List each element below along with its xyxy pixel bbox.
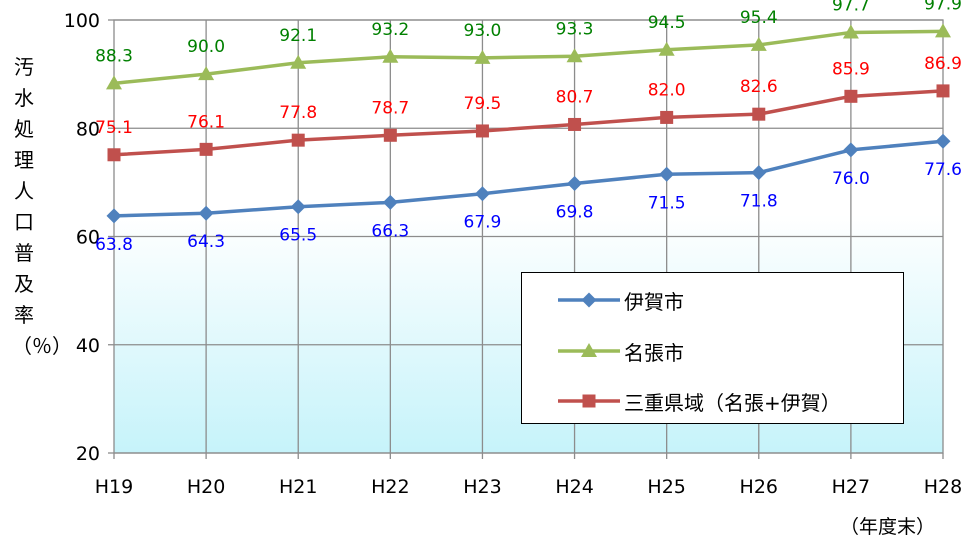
point-mie [199,142,213,156]
point-nabari [106,75,122,90]
data-label-mie: 82.6 [740,77,778,97]
legend-label-nabari: 名張市 [624,340,684,365]
x-tick-label: H28 [924,476,962,498]
x-tick-label: H19 [95,476,133,498]
data-label-mie: 78.7 [371,98,409,118]
data-label-mie: 80.7 [556,87,594,107]
data-label-nabari: 97.7 [832,0,870,15]
point-mie [660,110,674,124]
point-mie [568,117,582,131]
x-tick-label: H26 [740,476,778,498]
point-iga [751,165,767,181]
point-nabari [474,49,491,64]
series-line-iga [113,139,944,218]
data-label-iga: 67.9 [464,213,502,233]
data-label-iga: 71.8 [740,192,778,212]
x-tick-label: H25 [647,476,685,498]
x-tick-label: H27 [832,476,870,498]
point-mie [844,89,858,103]
point-iga [474,186,490,202]
point-nabari [290,54,307,69]
point-nabari [842,24,859,39]
legend-label-mie: 三重県域（名張+伊賀） [624,390,841,415]
data-label-mie: 75.1 [95,118,133,138]
legend-marker [581,292,597,308]
x-tick-label: H22 [371,476,409,498]
point-iga [106,208,122,224]
legend-label-iga: 伊賀市 [624,289,684,314]
legend-swatch-iga [558,292,620,308]
data-label-nabari: 88.3 [95,46,133,66]
data-label-iga: 63.8 [95,235,133,255]
data-label-nabari: 92.1 [279,26,317,46]
x-tick-label: H23 [463,476,501,498]
point-nabari [198,66,215,81]
point-mie [383,128,397,142]
data-label-iga: 65.5 [279,226,317,246]
point-mie [936,84,950,98]
data-label-iga: 77.6 [924,160,962,180]
series-lines [106,23,951,224]
legend-swatch-nabari [558,343,620,357]
data-label-mie: 86.9 [924,54,962,74]
legend-marker [582,394,596,408]
data-label-mie: 82.0 [648,80,686,100]
data-label-iga: 64.3 [187,232,225,252]
data-label-iga: 71.5 [648,193,686,213]
data-label-nabari: 93.3 [556,19,594,39]
point-nabari [935,23,951,38]
point-iga [290,199,306,215]
data-label-nabari: 93.0 [464,21,502,41]
point-iga [935,133,951,149]
point-mie [107,148,121,162]
legend: 伊賀市 名張市 三重県域（名張+伊賀） [521,272,904,424]
data-label-nabari: 97.9 [924,0,962,14]
point-iga [567,175,583,191]
legend-item-iga: 伊賀市 [522,285,684,315]
legend-swatch-mie [558,394,620,408]
point-nabari [566,48,583,63]
x-axis-unit: （年度末） [840,516,936,538]
series-line-nabari [113,29,944,86]
series-line-mie [113,89,944,157]
point-nabari [750,36,767,51]
data-label-mie: 77.8 [279,103,317,123]
data-label-nabari: 93.2 [371,20,409,40]
point-mie [752,107,766,121]
data-labels: 63.8 64.3 65.5 66.3 67.9 69.8 71.5 71.8 76.0 77.6… [95,0,962,255]
y-tick-label: 40 [76,335,100,357]
data-label-mie: 76.1 [187,112,225,132]
x-tick-label: H21 [279,476,317,498]
x-tick-label: H20 [187,476,225,498]
legend-marker [581,343,597,357]
data-label-iga: 76.0 [832,169,870,189]
data-label-mie: 85.9 [832,59,870,79]
data-label-iga: 66.3 [371,221,409,241]
legend-item-nabari: 名張市 [522,336,684,366]
point-nabari [382,48,399,63]
data-label-nabari: 90.0 [187,37,225,57]
x-tick-label: H24 [555,476,593,498]
data-label-mie: 79.5 [464,94,502,114]
data-label-nabari: 95.4 [740,8,778,28]
legend-item-mie: 三重県域（名張+伊賀） [522,386,841,416]
axes: 20 40 60 80 100 H19 H20 H21 H22 H23 H24 H25 H26 H27 H2… [64,10,963,498]
data-label-iga: 69.8 [556,202,594,222]
point-iga [382,194,398,210]
y-tick-label: 20 [76,443,100,465]
y-tick-label: 80 [76,118,100,140]
point-iga [843,142,859,158]
point-iga [198,205,214,221]
y-tick-label: 60 [76,227,100,249]
data-label-nabari: 94.5 [648,13,686,33]
plot-frame [113,19,944,454]
point-mie [291,133,305,147]
point-nabari [658,41,675,56]
y-axis-title: 汚水処理人口普及率（％） [12,55,72,358]
y-tick-label: 100 [64,10,100,32]
point-mie [475,124,489,138]
point-iga [659,166,675,182]
